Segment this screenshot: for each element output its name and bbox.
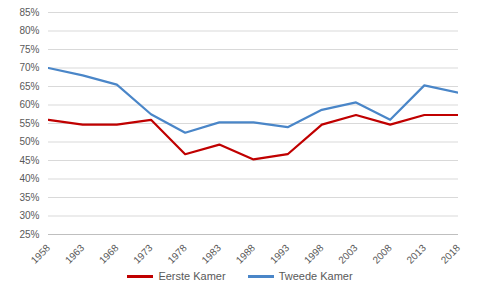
html-text:Eerste Kamer: Eerste Kamer (158, 270, 226, 282)
svg-text:2008: 2008 (370, 242, 394, 266)
svg-text:2003: 2003 (336, 242, 360, 266)
html-text:Tweede Kamer: Tweede Kamer (278, 270, 353, 282)
svg-text:2013: 2013 (404, 242, 428, 266)
svg-text:1978: 1978 (165, 242, 189, 266)
svg-text:85%: 85% (19, 7, 39, 18)
svg-text:55%: 55% (19, 118, 39, 129)
svg-text:30%: 30% (19, 210, 39, 221)
svg-text:1968: 1968 (97, 242, 121, 266)
svg-text:50%: 50% (19, 136, 39, 147)
svg-text:1993: 1993 (268, 242, 292, 266)
svg-text:40%: 40% (19, 173, 39, 184)
svg-text:25%: 25% (19, 229, 39, 240)
svg-text:2018: 2018 (439, 242, 463, 266)
svg-text:65%: 65% (19, 81, 39, 92)
svg-text:35%: 35% (19, 192, 39, 203)
svg-text:70%: 70% (19, 62, 39, 73)
svg-text:1998: 1998 (302, 242, 326, 266)
svg-text:45%: 45% (19, 155, 39, 166)
svg-text:1983: 1983 (199, 242, 223, 266)
svg-text:80%: 80% (19, 25, 39, 36)
svg-text:1958: 1958 (29, 242, 53, 266)
svg-text:1963: 1963 (63, 242, 87, 266)
svg-text:60%: 60% (19, 99, 39, 110)
svg-text:75%: 75% (19, 44, 39, 55)
svg-text:1988: 1988 (234, 242, 258, 266)
svg-text:1973: 1973 (131, 242, 155, 266)
